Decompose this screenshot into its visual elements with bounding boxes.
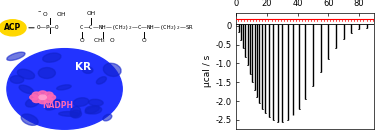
Circle shape bbox=[47, 95, 56, 100]
Ellipse shape bbox=[83, 67, 93, 73]
Y-axis label: μcal / s: μcal / s bbox=[203, 55, 212, 87]
Circle shape bbox=[39, 99, 47, 104]
Ellipse shape bbox=[85, 106, 102, 114]
Ellipse shape bbox=[21, 114, 38, 125]
Ellipse shape bbox=[85, 106, 99, 114]
Text: $^-$O     OH: $^-$O OH bbox=[37, 10, 67, 18]
Ellipse shape bbox=[96, 77, 106, 84]
Circle shape bbox=[0, 20, 26, 36]
Circle shape bbox=[45, 92, 53, 97]
Ellipse shape bbox=[45, 100, 61, 110]
Text: O: O bbox=[142, 38, 146, 43]
Ellipse shape bbox=[7, 49, 122, 129]
Text: KR: KR bbox=[75, 62, 91, 72]
Circle shape bbox=[32, 92, 40, 97]
Ellipse shape bbox=[38, 68, 56, 78]
Text: OH: OH bbox=[87, 11, 96, 16]
Circle shape bbox=[45, 98, 53, 103]
Ellipse shape bbox=[26, 98, 39, 107]
Text: CH$_3$   O: CH$_3$ O bbox=[93, 36, 116, 45]
Text: O: O bbox=[79, 38, 84, 43]
Ellipse shape bbox=[103, 63, 121, 76]
Ellipse shape bbox=[17, 69, 35, 79]
Text: NADPH: NADPH bbox=[42, 101, 73, 110]
Circle shape bbox=[39, 91, 47, 96]
Ellipse shape bbox=[7, 52, 25, 60]
Ellipse shape bbox=[59, 112, 79, 116]
Ellipse shape bbox=[19, 85, 33, 94]
Circle shape bbox=[30, 95, 38, 100]
Ellipse shape bbox=[70, 110, 82, 118]
Text: O—P—O      C—C—NH—(CH$_2$)$_2$—C—NH—(CH$_2$)$_2$—SR: O—P—O C—C—NH—(CH$_2$)$_2$—C—NH—(CH$_2$)$… bbox=[36, 23, 194, 32]
Circle shape bbox=[39, 95, 46, 100]
Ellipse shape bbox=[73, 98, 89, 106]
Ellipse shape bbox=[70, 106, 81, 117]
Text: ACP: ACP bbox=[4, 23, 21, 32]
Ellipse shape bbox=[29, 92, 49, 98]
Circle shape bbox=[32, 98, 40, 103]
Ellipse shape bbox=[103, 114, 112, 121]
Ellipse shape bbox=[57, 85, 71, 90]
Ellipse shape bbox=[10, 76, 24, 83]
Ellipse shape bbox=[43, 53, 61, 62]
Ellipse shape bbox=[88, 99, 103, 106]
